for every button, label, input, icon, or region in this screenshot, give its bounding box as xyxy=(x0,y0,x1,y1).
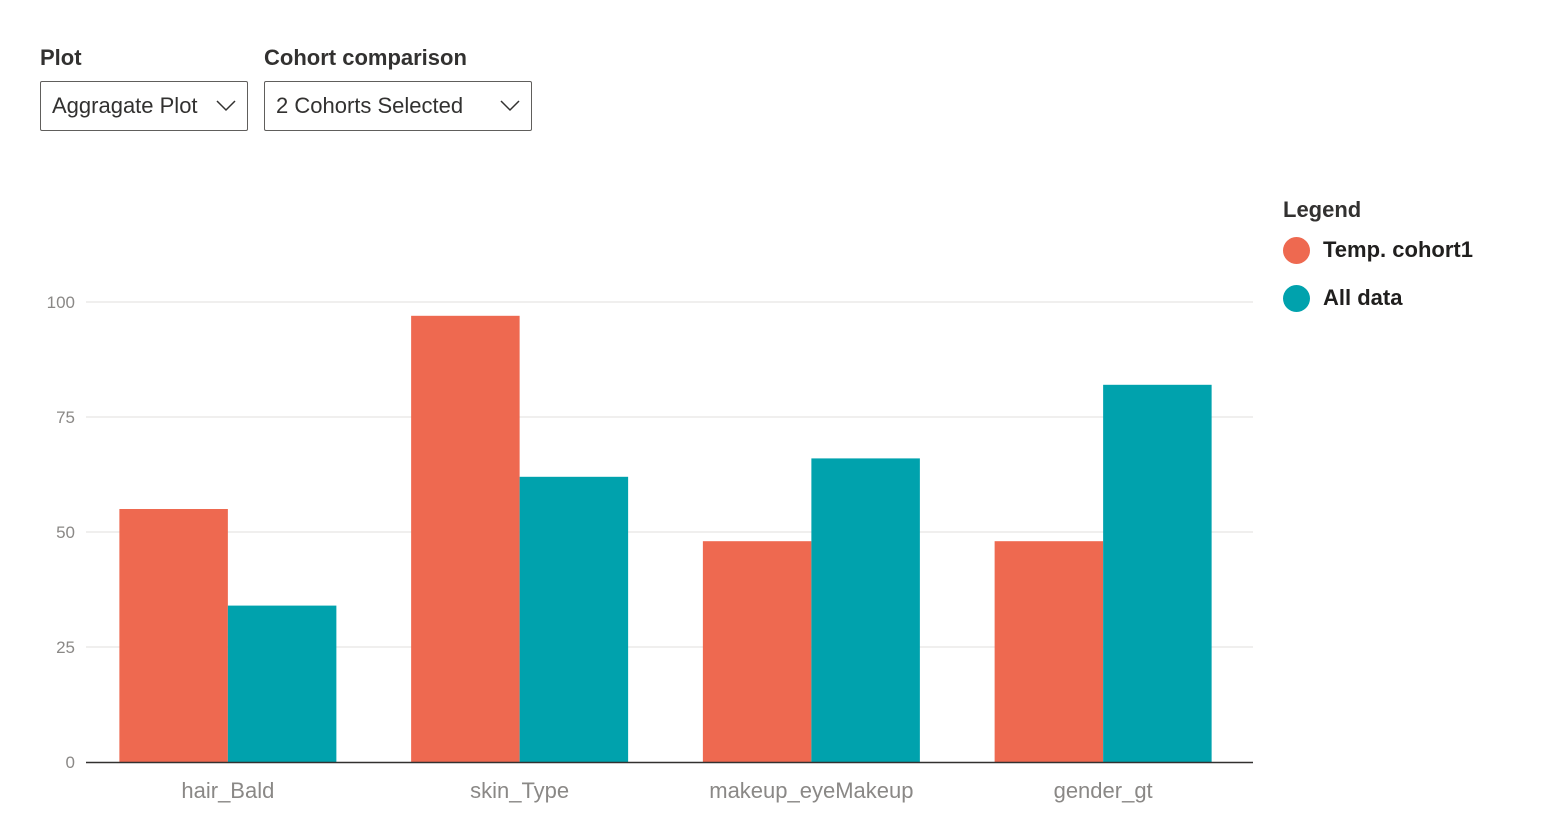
legend-swatch xyxy=(1283,236,1310,264)
plot-label: Plot xyxy=(40,45,82,70)
legend-item-temp-cohort1[interactable]: Temp. cohort1 xyxy=(1283,236,1473,264)
bar-gender_gt-temp-cohort1[interactable] xyxy=(994,541,1104,762)
y-tick-label: 75 xyxy=(56,408,75,427)
cohort-comparison-control: Cohort comparison 2 Cohorts Selected xyxy=(264,44,532,131)
bars xyxy=(119,315,1212,762)
plot-control: Plot Aggragate Plot xyxy=(40,44,248,131)
plot-dropdown[interactable]: Aggragate Plot xyxy=(40,81,248,131)
bar-hair_Bald-all-data[interactable] xyxy=(227,605,337,762)
x-tick-label: skin_Type xyxy=(470,778,569,803)
legend-label: All data xyxy=(1323,285,1403,310)
y-tick-label: 25 xyxy=(56,638,75,657)
bar-makeup_eyeMakeup-temp-cohort1[interactable] xyxy=(702,541,812,762)
cohort-comparison-dropdown[interactable]: 2 Cohorts Selected xyxy=(264,81,532,131)
x-tick-label: hair_Bald xyxy=(181,778,274,803)
bar-skin_Type-all-data[interactable] xyxy=(519,476,629,762)
bar-chart: 0 25 50 75 100 hair_Bald skin_Type makeup_eyeM… xyxy=(47,293,1253,803)
chevron-down-icon xyxy=(215,95,237,117)
legend: Legend Temp. cohort1 All data xyxy=(1283,196,1473,332)
x-tick-label: makeup_eyeMakeup xyxy=(709,778,913,803)
y-tick-label: 0 xyxy=(66,753,75,772)
y-axis-ticks: 0 25 50 75 100 xyxy=(47,293,75,772)
cohort-comparison-label: Cohort comparison xyxy=(264,45,467,70)
x-tick-label: gender_gt xyxy=(1054,778,1153,803)
chevron-down-icon xyxy=(499,95,521,117)
y-tick-label: 50 xyxy=(56,523,75,542)
x-axis-ticks: hair_Bald skin_Type makeup_eyeMakeup gender… xyxy=(181,778,1152,803)
bar-skin_Type-temp-cohort1[interactable] xyxy=(411,315,520,762)
cohort-comparison-dropdown-value: 2 Cohorts Selected xyxy=(276,93,464,118)
bar-makeup_eyeMakeup-all-data[interactable] xyxy=(811,458,920,762)
plot-dropdown-value: Aggragate Plot xyxy=(52,93,198,118)
legend-label: Temp. cohort1 xyxy=(1323,237,1473,262)
legend-item-all-data[interactable]: All data xyxy=(1283,284,1473,312)
legend-swatch xyxy=(1283,284,1310,312)
bar-hair_Bald-temp-cohort1[interactable] xyxy=(119,509,228,762)
bar-gender_gt-all-data[interactable] xyxy=(1103,384,1212,762)
legend-title: Legend xyxy=(1283,197,1362,222)
y-tick-label: 100 xyxy=(47,293,75,312)
